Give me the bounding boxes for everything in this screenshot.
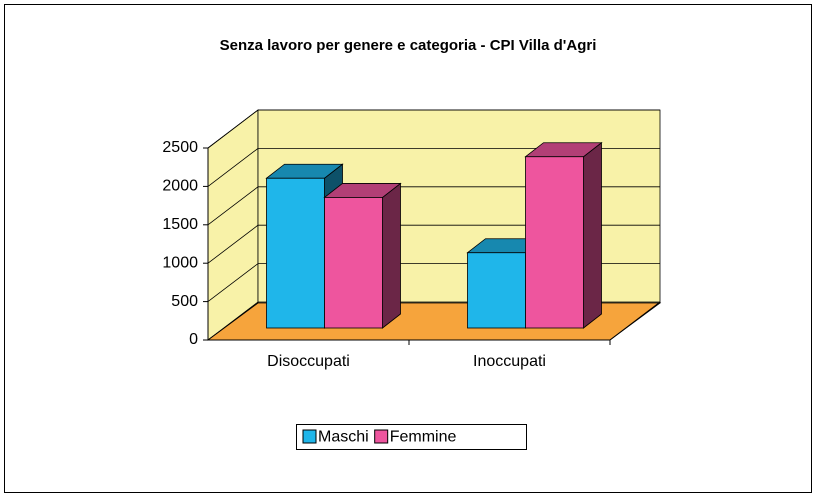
- y-tick-label: 500: [171, 293, 198, 310]
- bar-front: [324, 197, 383, 329]
- y-tick-label: 0: [189, 331, 198, 348]
- grid-line: [207, 109, 660, 149]
- left-wall: [207, 109, 259, 341]
- legend-label: Femmine: [390, 429, 457, 446]
- bar-side: [382, 182, 401, 329]
- y-tick-label: 2000: [162, 178, 198, 195]
- bar: [524, 141, 603, 329]
- bar-front: [467, 252, 526, 329]
- legend-swatch: [374, 429, 389, 444]
- legend-label: Maschi: [318, 429, 369, 446]
- chart-title: Senza lavoro per genere e categoria - CP…: [220, 37, 597, 54]
- y-tick-label: 1000: [162, 254, 198, 271]
- bar-side: [583, 141, 602, 329]
- bar-front: [525, 156, 584, 329]
- x-tick-label: Inoccupati: [473, 353, 546, 370]
- legend-box: [296, 424, 527, 450]
- legend-swatch: [302, 429, 317, 444]
- floor-edge: [609, 301, 661, 341]
- bar-front: [266, 177, 325, 329]
- x-tick-label: Disoccupati: [267, 353, 350, 370]
- y-tick-label: 2500: [162, 139, 198, 156]
- bar: [323, 182, 402, 329]
- y-tick-label: 1500: [162, 216, 198, 233]
- grid-line: [207, 147, 660, 187]
